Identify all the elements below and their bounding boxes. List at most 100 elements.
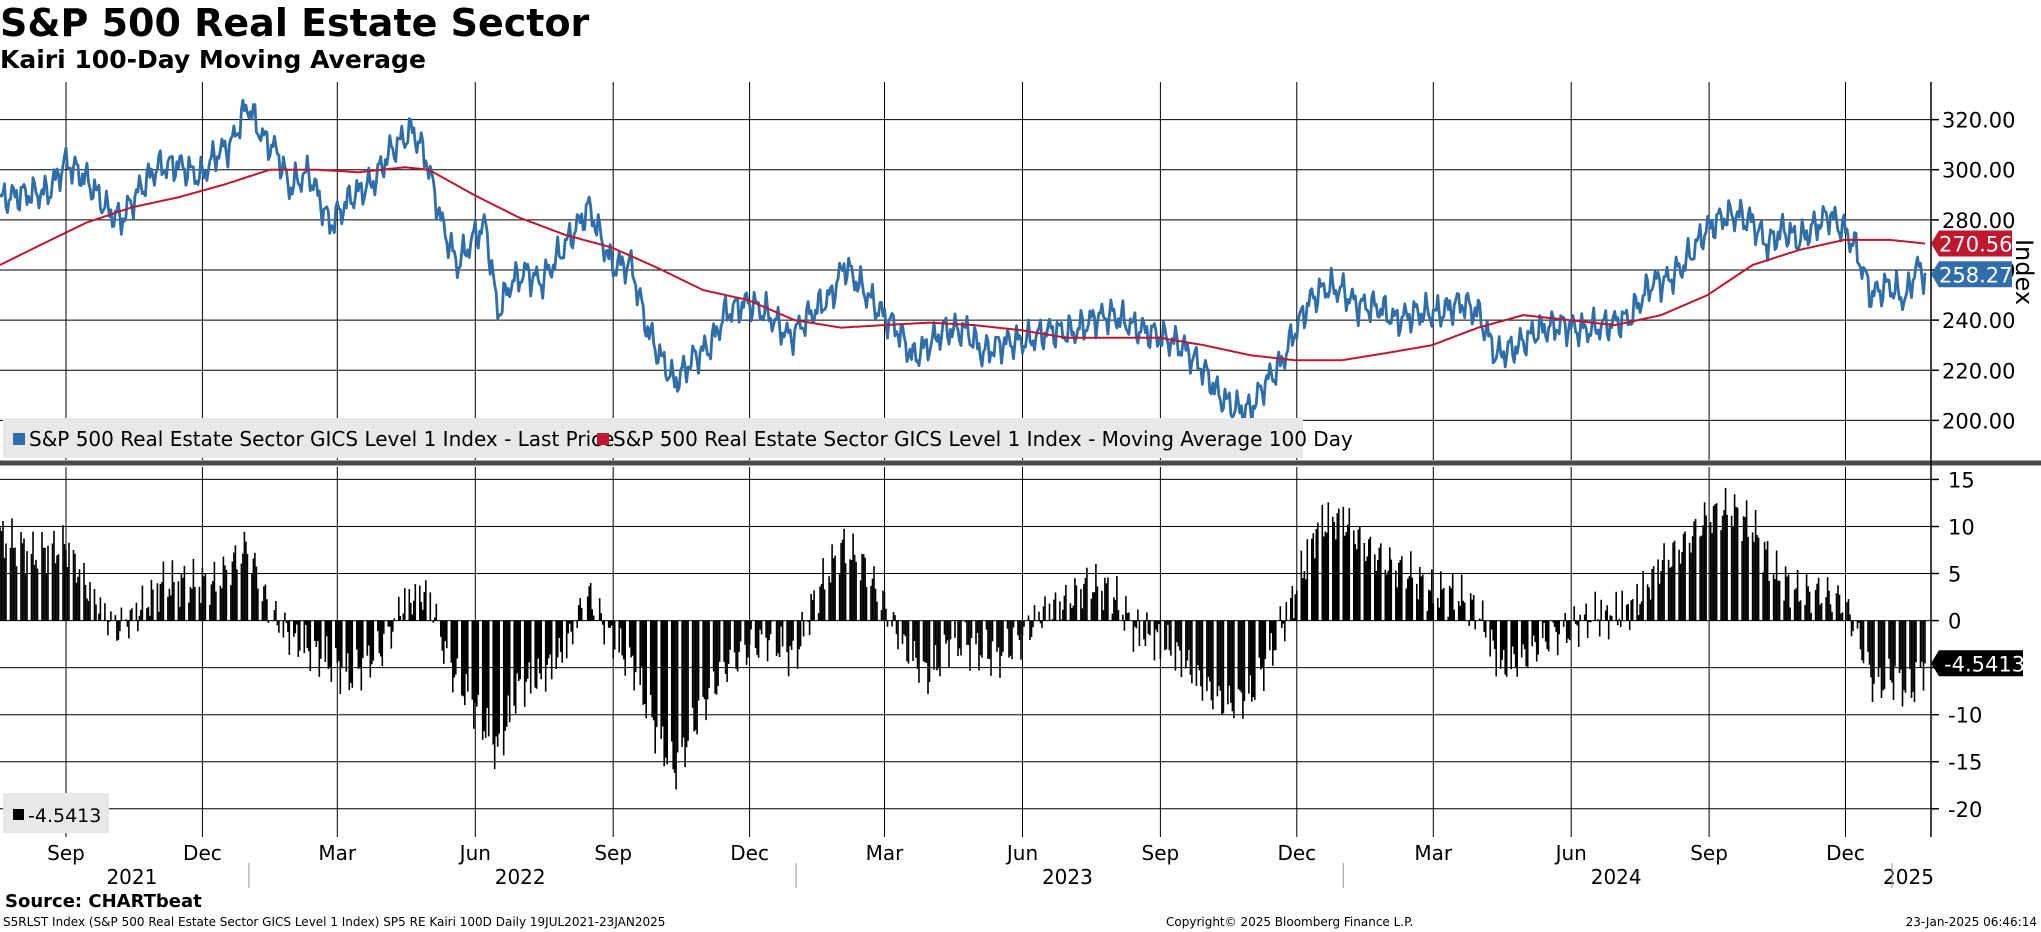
kairi-bar — [1063, 595, 1066, 621]
kairi-bar — [1009, 620, 1012, 656]
kairi-bar — [1156, 620, 1159, 633]
kairi-bar — [1768, 580, 1770, 621]
kairi-bar — [1721, 515, 1724, 621]
kairi-bar — [1684, 531, 1686, 621]
kairi-bar — [1649, 599, 1652, 621]
kairi-bar — [1862, 620, 1865, 664]
kairi-bar — [1889, 620, 1892, 681]
kairi-bar — [1269, 620, 1271, 651]
kairi-bar — [1386, 574, 1388, 621]
kairi-bar — [1819, 604, 1821, 621]
kairi-bar — [663, 620, 665, 767]
kairi-bar — [1303, 571, 1306, 621]
kairi-bar — [1426, 611, 1429, 621]
kairi-bar — [240, 563, 243, 621]
kairi-bar — [83, 563, 85, 621]
kairi-bar — [928, 620, 931, 682]
kairi-bar — [504, 620, 506, 731]
kairi-bar — [666, 620, 668, 765]
kairi-bar — [792, 620, 794, 641]
kairi-bar — [1105, 583, 1108, 621]
kairi-bar — [1095, 563, 1097, 621]
footer-ticker-info: S5RLST Index (S&P 500 Real Estate Sector… — [3, 915, 666, 929]
kairi-bar — [1688, 542, 1691, 621]
kairi-bar — [434, 617, 436, 621]
kairi-bar — [45, 574, 48, 621]
kairi-bar — [246, 553, 249, 621]
kairi-bar — [1438, 607, 1441, 621]
kairi-bar — [308, 620, 310, 652]
upper-y-tick-label: 200.00 — [1942, 409, 2015, 433]
kairi-bar — [1678, 549, 1680, 621]
kairi-bar — [419, 585, 421, 621]
kairi-bar — [1831, 611, 1833, 621]
kairi-bar — [775, 620, 778, 656]
kairi-bar — [568, 620, 571, 624]
kairi-bar — [303, 620, 306, 654]
kairi-bar — [1483, 620, 1485, 632]
kairi-bar — [183, 565, 186, 621]
kairi-bar — [702, 620, 704, 697]
kairi-bar — [1227, 620, 1229, 705]
kairi-bar — [1186, 620, 1189, 661]
kairi-bar — [1462, 600, 1464, 621]
kairi-bar — [194, 587, 196, 621]
kairi-bar — [726, 620, 728, 683]
kairi-bar — [1660, 571, 1662, 621]
kairi-bar — [1294, 594, 1297, 621]
kairi-bar — [455, 620, 457, 675]
kairi-bar — [682, 620, 685, 738]
kairi-bar — [336, 620, 339, 664]
kairi-bar — [345, 620, 348, 672]
kairi-bar — [1335, 539, 1337, 621]
kairi-bar — [1117, 610, 1120, 621]
kairi-bar — [1600, 599, 1602, 621]
kairi-bar — [1786, 576, 1788, 621]
upper-y-tick-label: 240.00 — [1942, 309, 2015, 333]
kairi-bar — [1338, 508, 1340, 621]
kairi-bar — [1765, 549, 1767, 621]
kairi-bar — [1693, 521, 1695, 621]
kairi-bar — [1835, 593, 1838, 621]
kairi-bar — [936, 620, 938, 671]
kairi-bar — [26, 551, 28, 621]
kairi-bar — [529, 620, 532, 694]
kairi-bar — [12, 548, 15, 621]
kairi-bar — [1348, 508, 1351, 621]
kairi-bar — [381, 620, 384, 667]
kairi-bar — [234, 545, 237, 621]
kairi-bar — [1378, 547, 1381, 621]
kairi-bar — [876, 601, 878, 621]
kairi-bar — [387, 620, 390, 627]
kairi-bar — [873, 566, 875, 621]
last-value-tag-kairi: -4.5413 — [1931, 650, 2025, 677]
kairi-bar — [54, 563, 57, 621]
kairi-bar — [1891, 620, 1893, 683]
kairi-bar — [1092, 592, 1094, 621]
kairi-bar — [1543, 620, 1545, 623]
kairi-bar — [1861, 620, 1863, 661]
kairi-bar — [140, 610, 142, 621]
kairi-bar — [1221, 620, 1223, 715]
kairi-bar — [918, 620, 920, 683]
kairi-bar — [1302, 578, 1304, 621]
kairi-bar — [432, 620, 435, 623]
legend-label-moving-average: S&P 500 Real Estate Sector GICS Level 1 … — [613, 427, 1353, 451]
kairi-bar — [1261, 620, 1264, 668]
kairi-bar — [844, 563, 847, 621]
kairi-bar — [1700, 535, 1703, 621]
kairi-bar — [1102, 610, 1105, 621]
kairi-bar — [1553, 620, 1556, 627]
kairi-bar — [946, 620, 949, 641]
kairi-bar — [1410, 551, 1412, 621]
kairi-bar — [1804, 605, 1806, 621]
kairi-bar — [317, 620, 319, 641]
kairi-bar — [673, 620, 676, 773]
kairi-bar — [768, 620, 770, 641]
kairi-bar — [1252, 620, 1255, 698]
kairi-bar — [188, 602, 190, 621]
kairi-bar — [179, 606, 181, 621]
kairi-bar — [1460, 574, 1463, 621]
kairi-bar — [1201, 620, 1204, 701]
kairi-bar — [495, 620, 497, 737]
